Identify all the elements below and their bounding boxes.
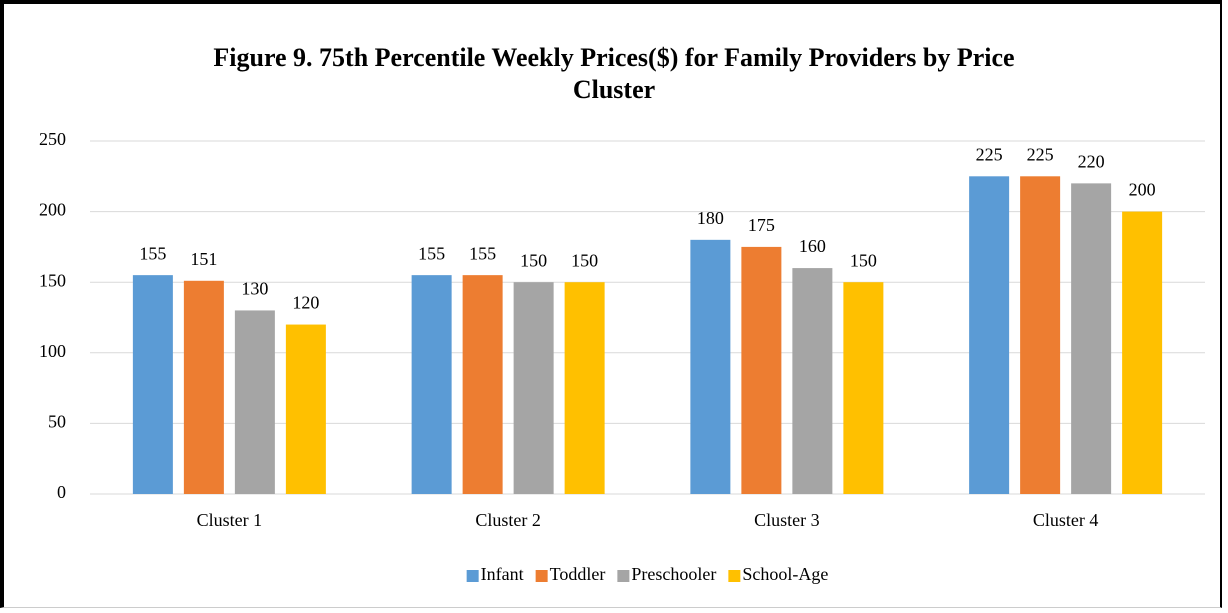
legend-label: Infant: [481, 564, 524, 584]
data-label: 130: [241, 279, 268, 299]
bar: [792, 268, 833, 494]
data-label: 160: [799, 236, 826, 256]
data-label: 150: [571, 250, 598, 270]
y-tick-label: 150: [39, 270, 66, 290]
bar: [462, 275, 503, 494]
bar: [411, 275, 452, 494]
bar: [183, 280, 224, 494]
bar: [564, 282, 605, 494]
bar: [969, 176, 1010, 495]
bar: [1071, 183, 1112, 495]
y-tick-label: 100: [39, 341, 66, 361]
legend-label: School-Age: [742, 564, 828, 584]
bar: [1122, 211, 1163, 494]
bar: [1020, 176, 1061, 495]
bar: [690, 239, 731, 494]
data-label: 151: [190, 249, 217, 269]
data-label: 180: [697, 208, 724, 228]
x-tick-label: Cluster 3: [754, 510, 820, 530]
data-label: 155: [139, 243, 166, 263]
legend-swatch: [466, 570, 479, 582]
legend-swatch: [617, 570, 630, 582]
data-label: 175: [748, 215, 775, 235]
data-label: 120: [292, 293, 319, 313]
bar: [513, 282, 554, 494]
data-label: 150: [520, 250, 547, 270]
bar: [741, 246, 782, 494]
bar: [843, 282, 884, 494]
data-label: 155: [418, 243, 445, 263]
legend-swatch: [728, 570, 741, 582]
legend-swatch: [535, 570, 548, 582]
y-tick-label: 200: [39, 200, 66, 220]
data-label: 200: [1129, 180, 1156, 200]
legend-label: Preschooler: [631, 564, 716, 584]
y-tick-label: 0: [57, 482, 66, 502]
bar: [285, 324, 326, 494]
x-tick-label: Cluster 1: [197, 510, 263, 530]
data-label: 225: [976, 144, 1003, 164]
x-tick-label: Cluster 2: [475, 510, 541, 530]
y-tick-label: 250: [39, 129, 66, 149]
y-tick-label: 50: [48, 412, 66, 432]
bar: [234, 310, 275, 494]
data-label: 225: [1027, 144, 1054, 164]
bar: [132, 275, 173, 494]
x-tick-label: Cluster 4: [1033, 510, 1099, 530]
legend-label: Toddler: [550, 564, 606, 584]
chart-title: Figure 9. 75th Percentile Weekly Prices(…: [213, 43, 1015, 104]
data-label: 155: [469, 243, 496, 263]
data-label: 220: [1078, 151, 1105, 171]
data-label: 150: [850, 250, 877, 270]
